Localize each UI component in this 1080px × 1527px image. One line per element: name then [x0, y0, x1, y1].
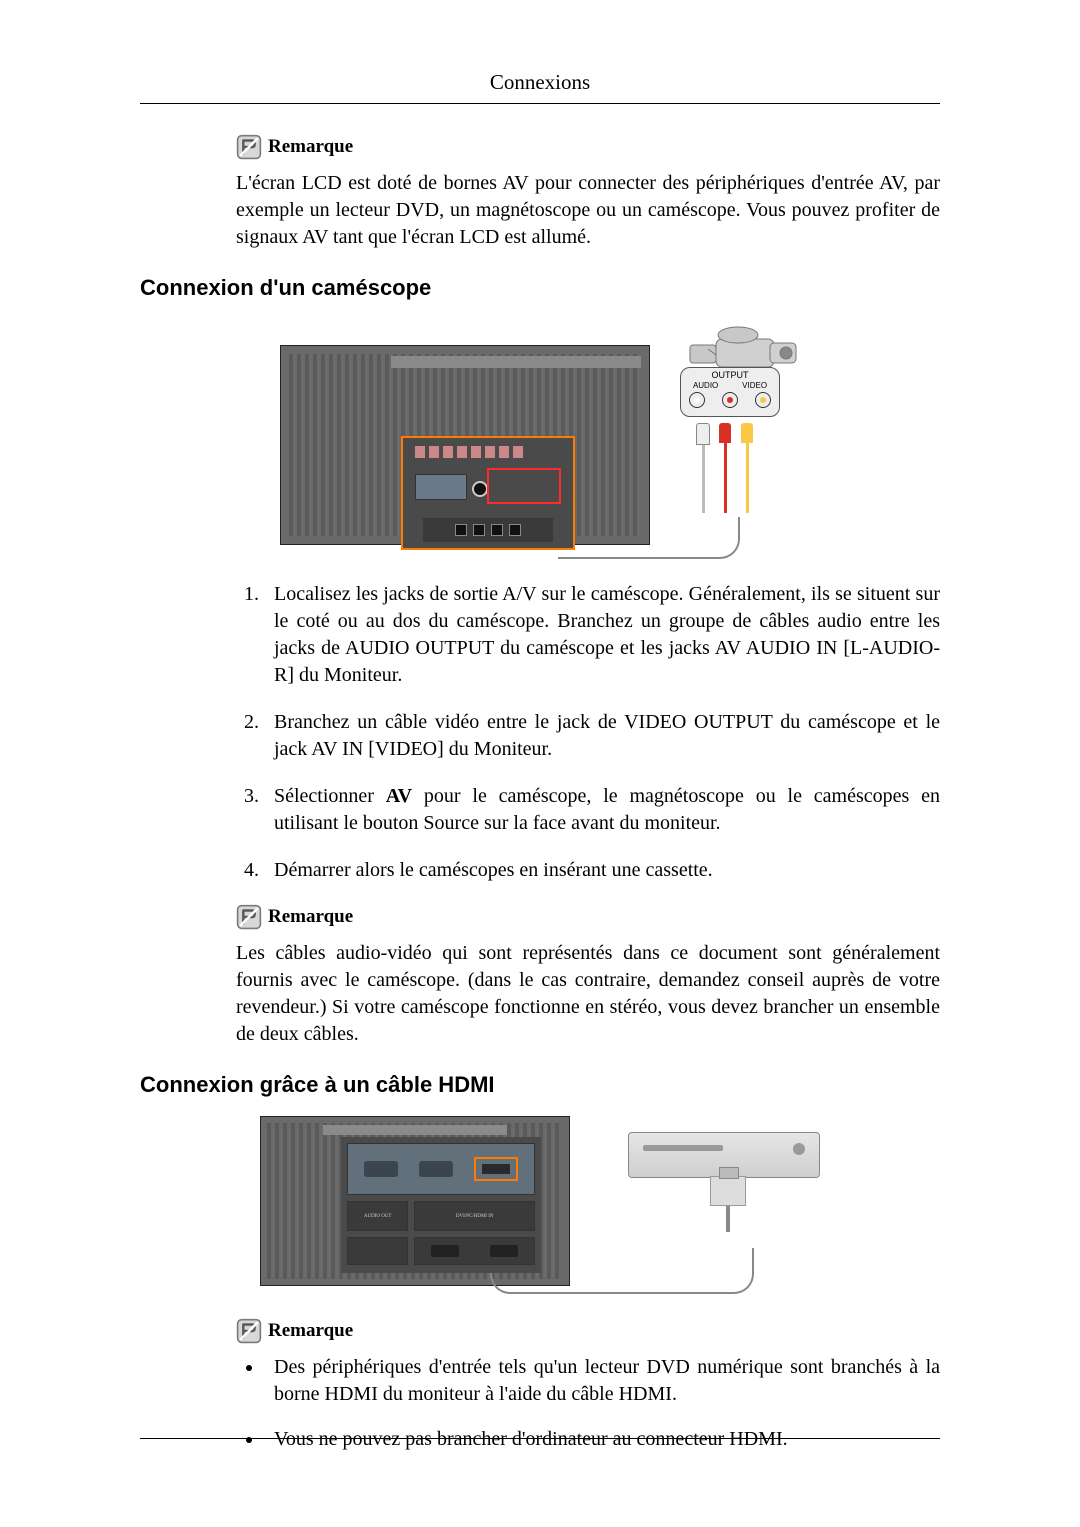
- port-panel-2: AUDIO OUT DVI/PC/HDMI IN: [341, 1137, 541, 1273]
- panel-label-audio-out: AUDIO OUT: [347, 1201, 408, 1231]
- figure-camcorder-connection: OUTPUT AUDIO VIDEO: [280, 315, 800, 555]
- remark-label-2: Remarque: [268, 906, 353, 928]
- step-item: Sélectionner AV pour le caméscope, le ma…: [264, 783, 940, 837]
- monitor-back-illustration: [280, 345, 650, 545]
- note-icon: [236, 134, 262, 160]
- port-panel-highlight: [401, 436, 575, 550]
- section-heading-camcorder: Connexion d'un caméscope: [140, 275, 940, 301]
- remark-label-1: Remarque: [268, 136, 353, 158]
- page-header-title: Connexions: [140, 70, 940, 103]
- audio-label: AUDIO: [693, 381, 718, 390]
- jack-audio-l: [689, 392, 705, 408]
- step-item: Démarrer alors le caméscopes en insérant…: [264, 857, 940, 884]
- footer-rule: [140, 1438, 940, 1439]
- camcorder-illustration: [680, 315, 800, 375]
- panel-label-dvi: DVI/PC/HDMI IN: [414, 1201, 535, 1231]
- step-item: Branchez un câble vidéo entre le jack de…: [264, 709, 940, 763]
- header-rule: [140, 103, 940, 104]
- hdmi-port-highlight: [474, 1157, 518, 1181]
- jack-video: [755, 392, 771, 408]
- bullet-item: Vous ne pouvez pas brancher d'ordinateur…: [264, 1426, 940, 1453]
- output-label: OUTPUT: [681, 370, 779, 380]
- remark-label-3: Remarque: [268, 1320, 353, 1342]
- video-label: VIDEO: [742, 381, 767, 390]
- camcorder-steps-list: Localisez les jacks de sortie A/V sur le…: [140, 581, 940, 884]
- av-cables: [680, 423, 770, 513]
- jack-audio-r: [722, 392, 738, 408]
- section-heading-hdmi: Connexion grâce à un câble HDMI: [140, 1072, 940, 1098]
- bullet-item: Des périphériques d'entrée tels qu'un le…: [264, 1354, 940, 1408]
- cable-route-line: [558, 517, 740, 559]
- note-icon: [236, 904, 262, 930]
- figure-hdmi-connection: AUDIO OUT DVI/PC/HDMI IN: [260, 1112, 820, 1292]
- camcorder-output-panel: OUTPUT AUDIO VIDEO: [680, 367, 780, 417]
- remark-text-1: L'écran LCD est doté de bornes AV pour c…: [236, 170, 940, 251]
- monitor-back-illustration-2: AUDIO OUT DVI/PC/HDMI IN: [260, 1116, 570, 1286]
- step-item: Localisez les jacks de sortie A/V sur le…: [264, 581, 940, 689]
- note-icon: [236, 1318, 262, 1344]
- hdmi-cable-illustration: [706, 1176, 750, 1232]
- remark-text-2: Les câbles audio-vidéo qui sont représen…: [236, 940, 940, 1048]
